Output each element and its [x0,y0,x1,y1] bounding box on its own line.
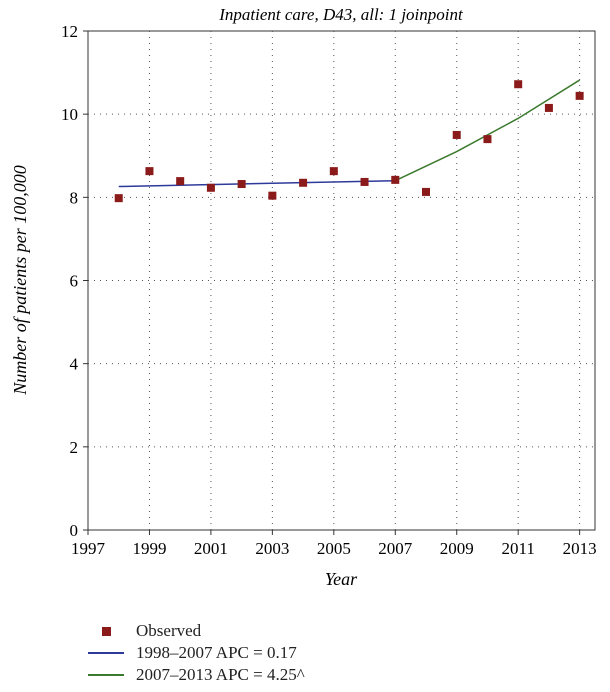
x-axis-label: Year [325,569,358,589]
y-axis: 0 2 4 6 8 10 12 [61,22,88,540]
x-tick-label: 1999 [132,539,166,558]
observed-point [360,177,369,186]
x-tick-label: 2007 [378,539,413,558]
observed-point [544,103,553,112]
y-tick-label: 12 [61,22,78,41]
legend-item-observed: Observed [88,620,305,642]
y-tick-label: 6 [70,272,79,291]
legend: Observed 1998–2007 APC = 0.17 2007–2013 … [88,620,305,686]
trend-line-2 [394,79,581,182]
legend-label: Observed [136,621,202,640]
x-tick-label: 1997 [71,539,106,558]
trend-line-1 [118,179,396,188]
y-tick-label: 10 [61,105,78,124]
x-tick-label: 2001 [194,539,228,558]
legend-item-trend-2: 2007–2013 APC = 4.25^ [88,664,305,686]
observed-point [329,167,338,176]
observed-point [483,135,492,144]
observed-points [114,80,584,203]
chart-title: Inpatient care, D43, all: 1 joinpoint [218,5,464,24]
plot-area [87,30,596,531]
trend-lines [118,79,581,188]
y-tick-label: 8 [70,188,79,207]
x-tick-label: 2011 [501,539,534,558]
grid [88,31,595,530]
observed-point [514,80,523,89]
line-icon [88,652,124,654]
observed-point [391,175,400,184]
x-tick-label: 2003 [255,539,289,558]
legend-item-trend-1: 1998–2007 APC = 0.17 [88,642,305,664]
observed-point [268,191,277,200]
observed-point [145,167,154,176]
y-axis-label: Number of patients per 100,000 [10,165,30,396]
observed-point [206,183,215,192]
line-icon [88,674,124,676]
y-tick-label: 0 [70,521,79,540]
observed-point [575,91,584,100]
x-axis: 1997 1999 2001 2003 2005 2007 2009 2011 2013 [71,530,597,558]
observed-marker-icon [88,626,124,636]
observed-point [299,178,308,187]
y-tick-label: 2 [70,438,79,457]
x-tick-label: 2005 [317,539,351,558]
y-tick-label: 4 [70,355,79,374]
observed-point [452,130,461,139]
legend-label: 2007–2013 APC = 4.25^ [136,665,305,684]
observed-point [176,177,185,186]
observed-point [237,180,246,189]
x-tick-label: 2013 [563,539,597,558]
observed-point [114,194,123,203]
observed-point [422,187,430,196]
x-tick-label: 2009 [440,539,474,558]
legend-label: 1998–2007 APC = 0.17 [136,643,297,662]
